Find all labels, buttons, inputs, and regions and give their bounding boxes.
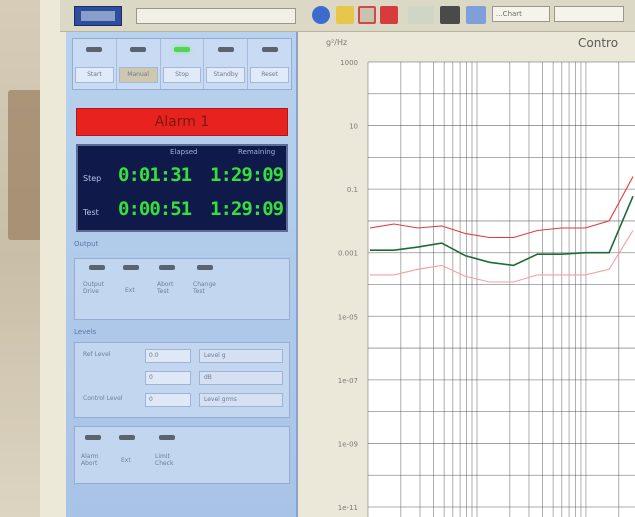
levels-section-caption: Levels (74, 328, 97, 336)
view-select[interactable]: ...Chart (492, 6, 550, 22)
toolbar: ...Chart (60, 0, 635, 32)
plot-background (368, 62, 635, 517)
db-field[interactable]: 0 (145, 371, 191, 385)
output-drive-button[interactable]: Output Drive (83, 281, 104, 295)
y-tick-label: 10 (349, 123, 358, 131)
limit-led (159, 435, 175, 440)
globe-icon[interactable] (312, 6, 330, 24)
record-icon[interactable] (380, 6, 398, 24)
control-chart: g²/Hz Contro 1000 10 0.1 0.001 1e-05 1e-07 1e-… (298, 32, 635, 517)
app-logo (74, 6, 122, 26)
start-button[interactable]: Start (73, 39, 117, 89)
alarm-abort-button[interactable]: Alarm Abort (81, 453, 99, 467)
test-remaining: 1:29:09 (210, 198, 284, 220)
play-icon[interactable] (440, 6, 460, 24)
status-led (130, 47, 147, 52)
abort-led (159, 265, 175, 270)
test-elapsed: 0:00:51 (118, 198, 192, 220)
step-remaining: 1:29:09 (210, 164, 284, 186)
ext-led (123, 265, 139, 270)
y-tick-label: 1e-11 (338, 504, 358, 512)
ext-button[interactable]: Ext (125, 287, 135, 294)
standby-button[interactable]: Standby (204, 39, 249, 89)
y-tick-label: 1e-09 (338, 440, 358, 448)
limits-panel: Alarm Abort Ext Limit Check (74, 426, 290, 484)
abort-test-button[interactable]: Abort Test (157, 281, 174, 295)
ref-level-field[interactable]: 0.0 (145, 349, 191, 363)
timer-display: Elapsed Remaining Step 0:01:31 1:29:09 T… (76, 144, 288, 232)
change-led (197, 265, 213, 270)
status-led (261, 47, 278, 52)
y-tick-label: 1e-05 (338, 313, 358, 321)
folder-icon[interactable] (336, 6, 354, 24)
manual-button[interactable]: Manual (117, 39, 161, 89)
control-level-label: Control Level (83, 395, 123, 402)
status-led (217, 47, 234, 52)
series-line-2 (370, 230, 634, 283)
chart-title: Contro (578, 36, 619, 50)
elapsed-header: Elapsed (170, 148, 198, 156)
ref-level-unit[interactable]: Level g (199, 349, 283, 363)
change-test-button[interactable]: Change Test (193, 281, 216, 295)
ref-level-label: Ref Level (83, 351, 111, 358)
control-panel: Start Manual Stop Standby Reset Alarm 1 … (66, 32, 298, 517)
y-tick-label: 0.001 (338, 250, 358, 258)
chart-icon[interactable] (466, 6, 486, 24)
levels-panel: Ref Level 0.0 Level g 0 dB Control Level… (74, 342, 290, 418)
step-elapsed: 0:01:31 (118, 164, 192, 186)
zoom-select[interactable] (554, 6, 624, 22)
series-line-0 (370, 195, 634, 267)
series-line-1 (369, 176, 634, 239)
y-tick-label: 0.1 (347, 186, 358, 194)
control-button-row: Start Manual Stop Standby Reset (72, 38, 292, 90)
status-led-active (173, 47, 190, 52)
monitor-screen: ...Chart Start Manual Stop Standby (40, 0, 635, 517)
ext-limit-button[interactable]: Ext (121, 457, 131, 464)
chart-plot[interactable]: 1000 10 0.1 0.001 1e-05 1e-07 1e-09 1e-11 (298, 32, 635, 517)
alarm-led (85, 435, 101, 440)
remaining-header: Remaining (238, 148, 276, 156)
toolbar-combo[interactable] (136, 8, 296, 24)
control-level-unit[interactable]: Level grms (199, 393, 283, 407)
chart-y-axis-label: g²/Hz (326, 38, 348, 47)
y-tick-label: 1e-07 (338, 377, 358, 385)
reset-button[interactable]: Reset (248, 39, 291, 89)
db-unit[interactable]: dB (199, 371, 283, 385)
y-tick-label: 1000 (340, 59, 358, 67)
output-led (89, 265, 105, 270)
step-row-label: Step (83, 174, 102, 183)
percent-icon[interactable] (408, 6, 434, 24)
ext-led (119, 435, 135, 440)
stop-button[interactable]: Stop (161, 39, 205, 89)
status-led (86, 47, 103, 52)
limit-check-button[interactable]: Limit Check (155, 453, 174, 467)
output-panel: Output Drive Ext Abort Test Change Test (74, 258, 290, 320)
test-row-label: Test (83, 208, 99, 217)
control-level-field[interactable]: 0 (145, 393, 191, 407)
output-section-caption: Output (74, 240, 99, 248)
stop-icon[interactable] (358, 6, 376, 24)
alarm-status-bar: Alarm 1 (76, 108, 288, 136)
